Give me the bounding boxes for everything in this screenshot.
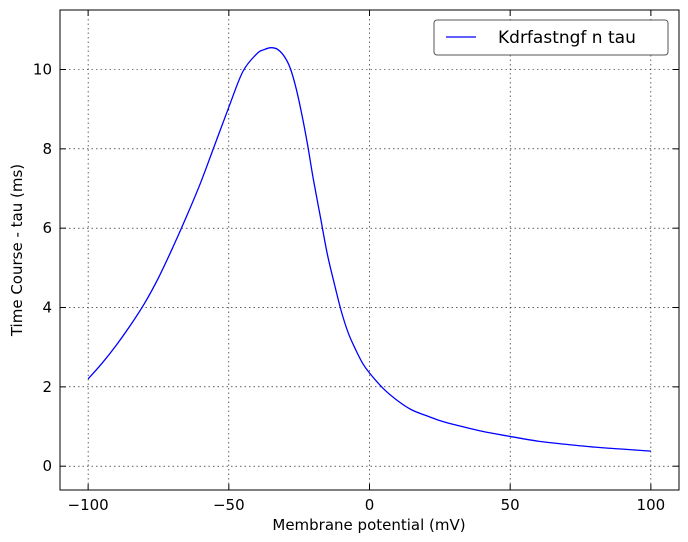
y-tick-label: 10 <box>33 61 52 79</box>
x-tick-label: 100 <box>637 496 666 514</box>
series-layer <box>87 47 651 452</box>
y-tick-label: 2 <box>42 378 52 396</box>
legend-label: Kdrfastngf n tau <box>498 28 636 48</box>
x-tick-label: −100 <box>68 496 109 514</box>
legend: Kdrfastngf n tau <box>433 19 669 56</box>
series-line <box>87 47 651 452</box>
y-tick-label: 0 <box>42 457 52 475</box>
y-tick-label: 4 <box>42 299 52 317</box>
x-tick-label: −50 <box>213 496 245 514</box>
grid-lines <box>60 10 679 490</box>
tick-labels: −100 −50 0 50 100 0 2 4 6 8 10 <box>33 61 665 514</box>
y-tick-label: 8 <box>42 140 52 158</box>
tick-marks <box>60 10 679 490</box>
legend-box <box>433 19 669 56</box>
y-tick-label: 6 <box>42 219 52 237</box>
x-tick-label: 0 <box>365 496 375 514</box>
y-axis-label: Time Course - tau (ms) <box>8 164 26 337</box>
x-axis-label: Membrane potential (mV) <box>272 516 465 534</box>
x-tick-label: 50 <box>501 496 520 514</box>
